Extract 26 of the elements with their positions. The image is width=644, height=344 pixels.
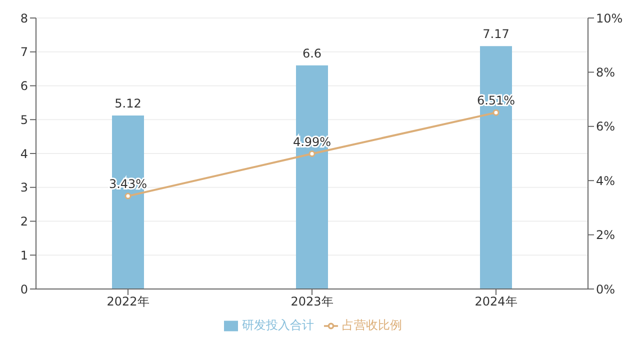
y-tick-label: 3 (20, 180, 28, 195)
y-tick-label: 5 (20, 112, 28, 127)
y2-tick-label: 10% (596, 11, 623, 26)
y-tick-label: 8 (20, 11, 28, 26)
x-tick-label: 2022年 (106, 294, 150, 309)
y2-tick-label: 4% (596, 174, 616, 188)
point (308, 150, 316, 158)
y-tick-label: 6 (20, 79, 28, 94)
data-label: 7.17 (482, 27, 510, 42)
y-tick-label: 0 (20, 282, 28, 296)
legend-label: 研发投入合计 (242, 318, 314, 332)
y-tick-label: 2 (20, 214, 28, 229)
x-tick-label: 2023年 (290, 294, 334, 309)
x-tick-label: 2024年 (474, 294, 518, 309)
y2-tick-label: 6% (596, 120, 616, 134)
y-tick-label: 7 (20, 45, 28, 60)
data-label: 5.12 (114, 96, 142, 111)
data-label: 6.6 (302, 46, 322, 60)
point (492, 109, 500, 116)
y-tick-label: 1 (20, 248, 28, 262)
y2-tick-label: 2% (596, 228, 616, 242)
point (124, 192, 132, 200)
y2-tick-label: 0% (596, 282, 616, 296)
y2-tick-label: 8% (596, 65, 616, 80)
legend-label: 占营收比例 (342, 318, 402, 332)
y-tick-label: 4 (20, 146, 28, 161)
